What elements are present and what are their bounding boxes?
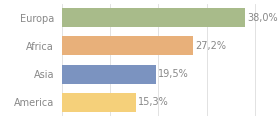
Bar [62, 36, 193, 55]
Text: 38,0%: 38,0% [248, 13, 278, 23]
Text: 19,5%: 19,5% [158, 69, 189, 79]
Bar [62, 93, 136, 112]
Text: 27,2%: 27,2% [195, 41, 227, 51]
Text: 15,3%: 15,3% [138, 97, 169, 107]
Bar [62, 65, 156, 84]
Bar [62, 8, 245, 27]
